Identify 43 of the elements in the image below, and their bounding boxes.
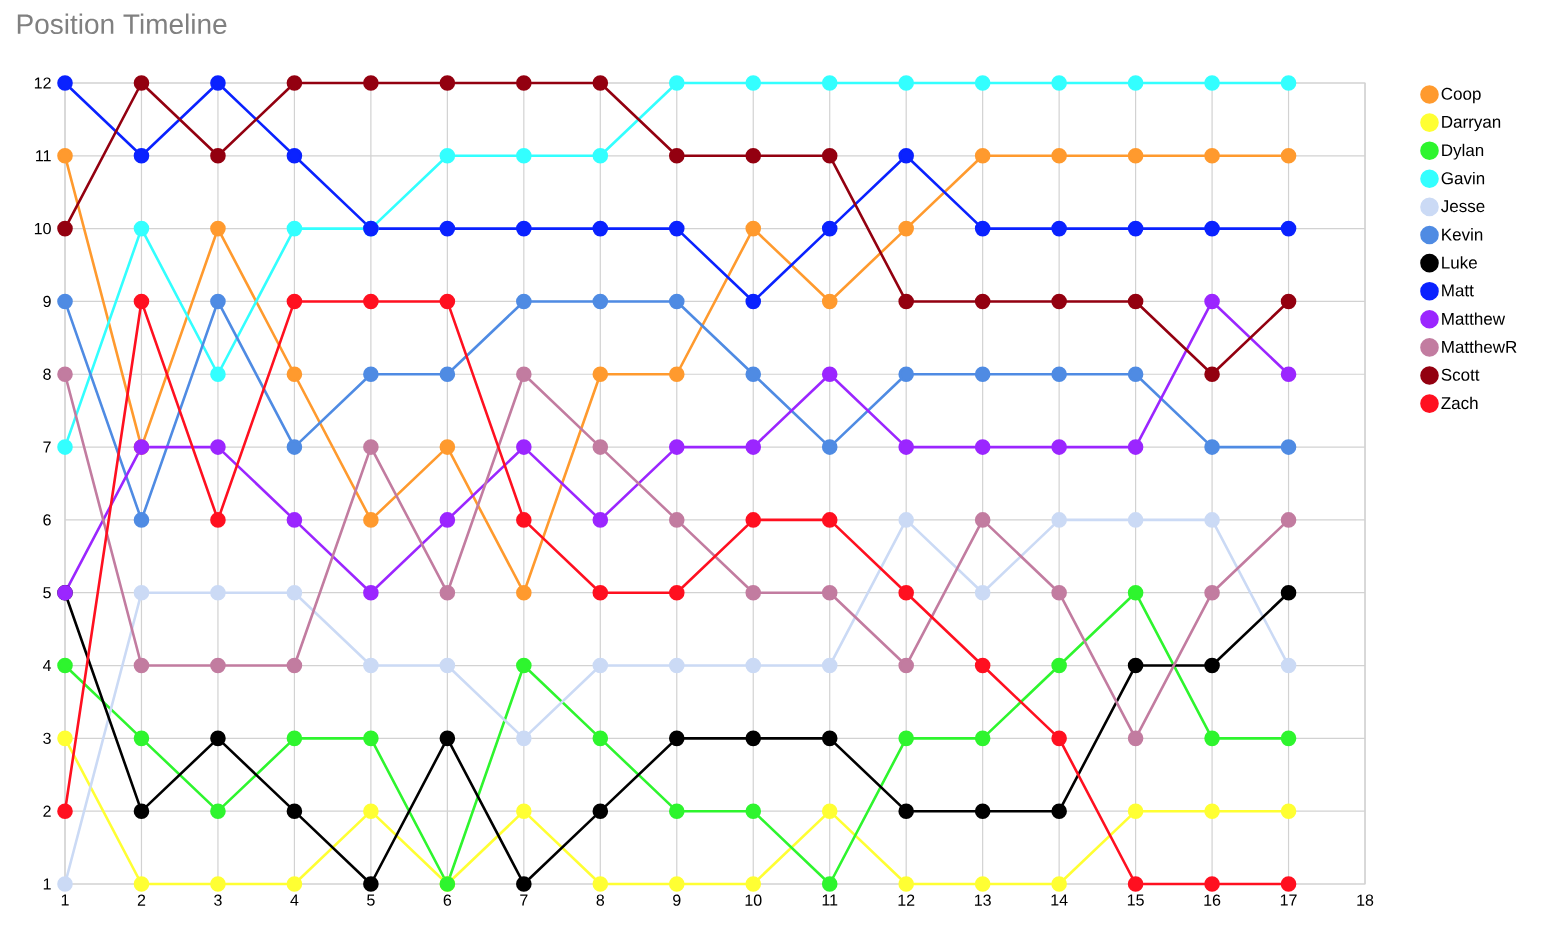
legend-label: Dylan	[1442, 143, 1484, 160]
legend-label: Luke	[1442, 256, 1477, 269]
x-tick-label: 18	[1357, 894, 1374, 906]
legend-label: Coop	[1441, 87, 1481, 104]
y-tick-label: 4	[42, 660, 52, 672]
x-tick-label: 6	[443, 894, 452, 906]
x-tick-label: 1	[61, 894, 69, 906]
x-tick-label: 14	[1051, 894, 1068, 906]
x-tick-label: 17	[1280, 894, 1297, 906]
y-tick-label: 10	[34, 222, 51, 235]
y-tick-label: 12	[34, 77, 51, 89]
legend-label: Gavin	[1441, 171, 1485, 185]
x-tick-label: 15	[1127, 894, 1144, 906]
x-tick-label: 3	[214, 894, 222, 906]
y-tick-label: 5	[43, 587, 51, 599]
legend-label: Scott	[1441, 368, 1480, 381]
y-tick-label: 3	[43, 732, 51, 745]
y-tick-label: 2	[43, 805, 51, 817]
x-tick-label: 16	[1204, 894, 1221, 906]
y-tick-label: 11	[36, 150, 51, 162]
y-tick-label: 6	[43, 514, 51, 526]
legend-label: Darryan	[1442, 115, 1501, 132]
legend-label: Kevin	[1442, 228, 1483, 241]
legend-label: Matthew	[1442, 312, 1506, 325]
x-tick-label: 2	[137, 894, 146, 906]
x-tick-label: 9	[673, 894, 681, 906]
legend-label: MatthewR	[1442, 340, 1517, 353]
x-tick-label: 8	[596, 894, 605, 906]
x-tick-label: 11	[822, 894, 838, 906]
x-tick-label: 13	[974, 894, 991, 906]
x-tick-label: 12	[898, 894, 915, 906]
legend-label: Matt	[1442, 284, 1474, 297]
chart-title: Position Timeline	[17, 13, 227, 35]
y-tick-label: 7	[43, 441, 51, 453]
y-tick-label: 8	[43, 368, 51, 380]
legend-label: Jesse	[1441, 200, 1485, 213]
x-tick-label: 4	[290, 894, 299, 906]
x-tick-label: 10	[745, 894, 762, 906]
legend-label: Zach	[1441, 396, 1478, 410]
y-tick-label: 9	[43, 295, 51, 308]
x-tick-label: 7	[520, 894, 528, 906]
x-tick-label: 5	[367, 894, 375, 906]
y-tick-label: 1	[43, 878, 51, 890]
